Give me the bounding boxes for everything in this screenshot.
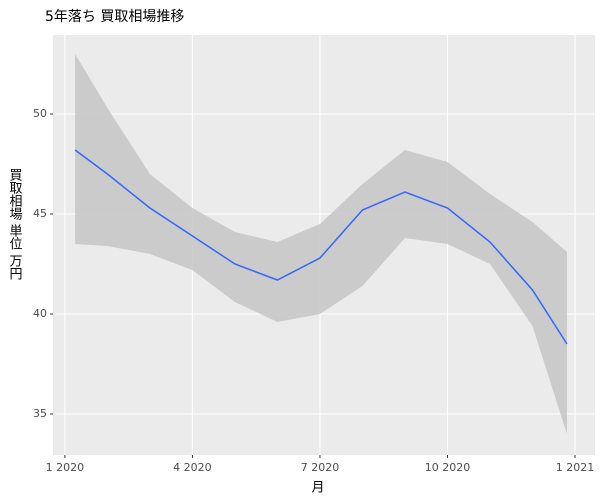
- y-tick-label: 35: [33, 407, 47, 420]
- x-tick-label: 4 2020: [173, 461, 212, 474]
- y-tick-label: 45: [33, 207, 47, 220]
- confidence-band: [75, 54, 567, 434]
- x-tick-label: 7 2020: [301, 461, 340, 474]
- x-tick-label: 1 2021: [556, 461, 595, 474]
- x-tick-label: 1 2020: [46, 461, 85, 474]
- x-axis-label: 月: [311, 481, 324, 496]
- x-tick-label: 10 2020: [425, 461, 471, 474]
- y-tick-label: 50: [33, 107, 47, 120]
- y-axis-label: 買取相場 単位 万円: [7, 168, 23, 281]
- y-tick-label: 40: [33, 307, 47, 320]
- chart-title: 5年落ち 買取相場推移: [45, 9, 184, 25]
- trend-line: [74, 149, 568, 345]
